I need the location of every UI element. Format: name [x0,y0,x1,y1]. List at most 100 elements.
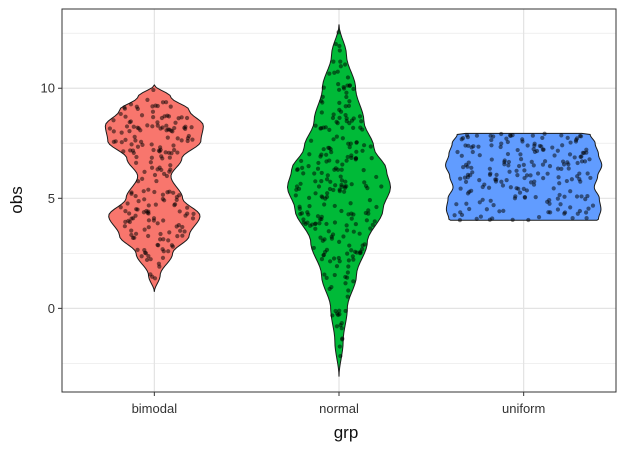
data-point [535,171,541,176]
data-point [363,183,369,189]
data-point [155,242,160,248]
data-point [547,164,553,169]
data-point [171,143,176,148]
data-point [494,177,499,182]
data-point [349,182,354,187]
points-uniform [452,131,596,223]
data-point [566,166,571,171]
data-point [487,217,492,222]
data-point [319,170,324,176]
data-point [129,228,134,233]
data-point [489,137,494,143]
data-point [531,182,537,187]
data-point [505,151,511,157]
data-point [185,211,190,216]
data-point [458,176,463,181]
data-point [335,121,340,126]
data-point [162,198,167,203]
data-point [346,258,351,263]
data-point [166,150,171,155]
data-point [480,184,485,190]
data-point [489,143,494,148]
data-point [146,218,152,223]
data-point [301,171,306,176]
data-point [165,135,170,140]
data-point [340,136,345,141]
data-point [335,159,340,164]
data-point [333,41,338,47]
data-point [526,217,531,223]
data-point [572,155,577,160]
data-point [309,138,314,143]
data-point [524,173,530,178]
data-point [347,145,352,150]
data-point [585,193,590,199]
data-point [348,201,353,206]
data-point [158,237,163,242]
data-point [162,171,167,176]
x-tick-label-uniform: uniform [502,401,545,416]
data-point [562,210,568,215]
data-point [463,179,469,184]
data-point [190,137,195,142]
data-point [336,255,341,261]
data-point [133,160,139,165]
data-point [342,184,347,189]
data-point [510,217,515,222]
data-point [369,155,374,161]
data-point [172,147,177,153]
data-point [191,211,196,216]
data-point [318,217,323,222]
x-axis-title: grp [334,423,359,442]
data-point [540,135,545,141]
data-point [136,199,141,204]
data-point [362,180,367,185]
data-point [337,187,342,192]
data-point [144,208,149,214]
data-point [552,153,557,158]
data-point [562,194,567,199]
data-point [131,124,136,129]
data-point [321,147,326,152]
data-point [136,179,141,184]
data-point [119,130,124,135]
data-point [324,221,329,227]
data-point [499,141,504,146]
data-point [305,210,310,215]
data-point [151,147,156,153]
data-point [500,183,506,188]
data-point [167,169,172,174]
data-point [321,85,326,90]
data-point [128,102,134,107]
data-point [340,162,345,167]
data-point [129,232,134,238]
data-point [565,160,570,165]
data-point [155,103,160,109]
data-point [568,189,573,194]
data-point [322,272,327,277]
data-point [555,166,561,171]
data-point [476,144,481,149]
data-point [504,177,509,183]
data-point [125,201,130,206]
data-point [337,259,342,264]
data-point [318,154,323,159]
data-point [339,167,344,172]
data-point [579,194,584,199]
data-point [172,202,178,207]
data-point [313,179,318,184]
data-point [337,48,342,53]
data-point [462,175,468,180]
data-point [166,238,171,243]
data-point [555,196,561,201]
data-point [345,75,351,80]
data-point [325,173,330,178]
data-point [149,165,155,170]
data-point [337,100,342,105]
data-point [134,154,139,160]
data-point [579,159,585,164]
data-point [459,212,465,218]
data-point [320,195,325,200]
data-point [354,149,359,154]
data-point [146,187,151,192]
